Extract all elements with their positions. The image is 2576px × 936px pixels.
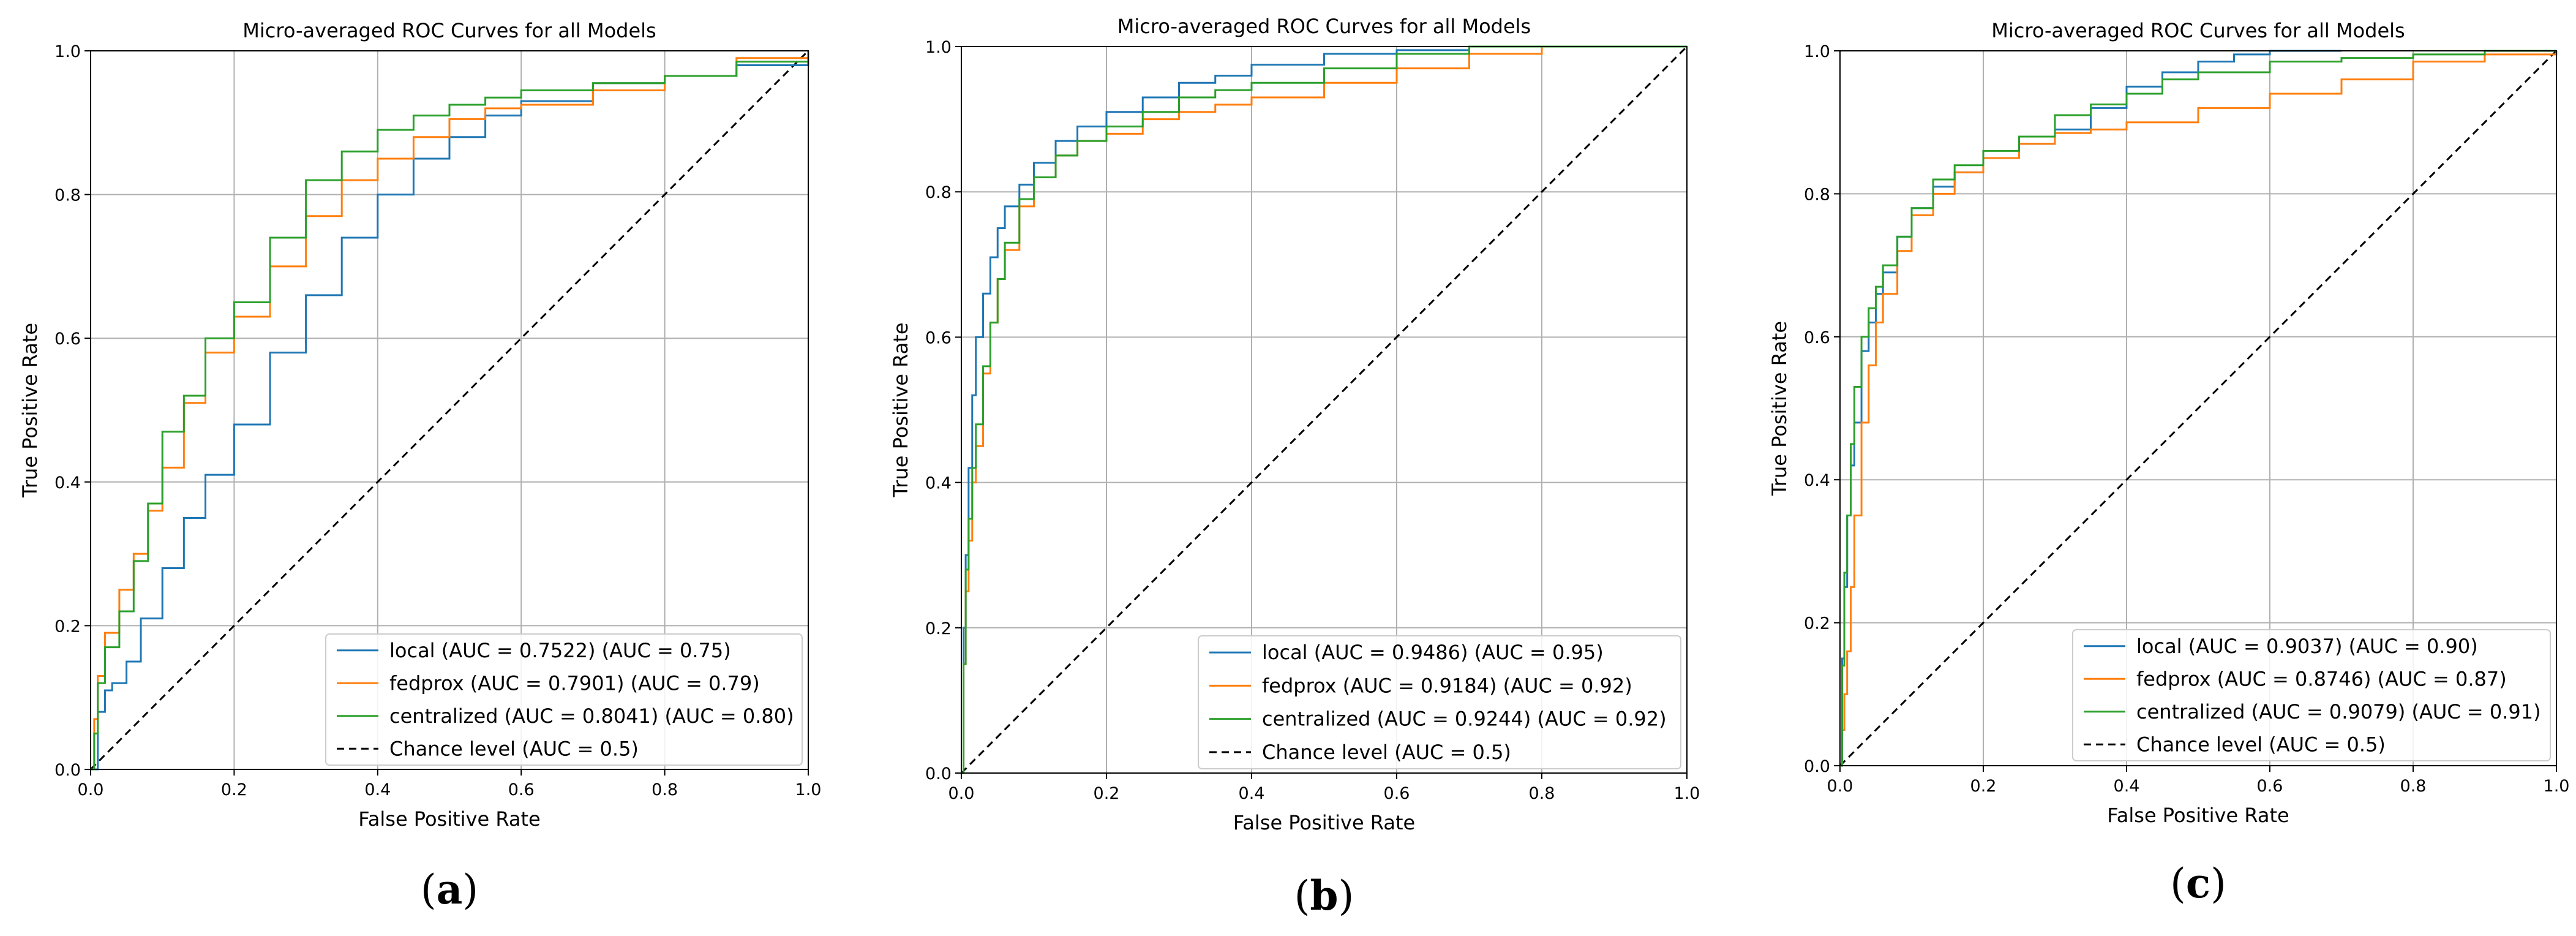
y-axis-label: True Positive Rate [1768,321,1791,496]
x-tick-label: 0.8 [1529,784,1555,803]
x-tick-label: 0.6 [1384,784,1410,803]
x-tick-label: 0.2 [1970,777,1997,796]
x-tick-label: 0.4 [364,780,391,799]
x-tick-label: 1.0 [2544,777,2570,796]
panel-c: Micro-averaged ROC Curves for all Models… [1768,19,2569,907]
series-line-chance [91,50,809,771]
x-axis-label: False Positive Rate [1233,811,1415,834]
legend-box [2072,629,2551,761]
y-tick-label: 0.2 [1804,614,1830,633]
legend: local (AUC = 0.9037) (AUC = 0.90) fedprox… [2072,629,2551,761]
x-tick-label: 0.2 [1094,784,1120,803]
legend: local (AUC = 0.9486) (AUC = 0.95) fedprox… [1198,635,1681,769]
plot-frame [90,50,809,770]
series-line-centralized [961,45,1687,774]
y-tick-label: 0.6 [54,330,81,349]
x-axis-label: False Positive Rate [358,807,540,831]
y-tick-label: 1.0 [1804,42,1830,61]
x-tick-label: 0.4 [1239,784,1265,803]
panel-b: Micro-averaged ROC Curves for all Models… [889,15,1700,919]
x-tick-label: 1.0 [795,780,822,799]
x-tick-label: 0.4 [2114,777,2140,796]
x-tick-label: 0.0 [1827,777,1853,796]
legend-box [325,633,803,766]
y-tick-label: 0.4 [925,474,952,493]
y-tick-label: 0.4 [54,474,81,493]
x-tick-label: 0.2 [221,780,247,799]
legend-label-local: local (AUC = 0.7522) (AUC = 0.75) [389,639,731,662]
y-tick-label: 0.0 [925,764,952,783]
chart-title: Micro-averaged ROC Curves for all Models [1991,19,2405,42]
x-axis-label: False Positive Rate [2107,804,2289,827]
series-group [91,50,809,771]
legend-label-chance: Chance level (AUC = 0.5) [2136,733,2386,756]
chart-title: Micro-averaged ROC Curves for all Models [242,19,656,42]
legend-label-fedprox: fedprox (AUC = 0.9184) (AUC = 0.92) [1262,674,1632,697]
chart-title: Micro-averaged ROC Curves for all Models [1117,15,1531,38]
legend-box [1198,635,1681,769]
plot-frame [961,46,1688,774]
legend-label-centralized: centralized (AUC = 0.8041) (AUC = 0.80) [389,704,794,728]
x-tick-label: 0.8 [2400,777,2427,796]
x-tick-label: 0.6 [508,780,535,799]
panel-caption: (c) [2170,859,2226,907]
y-tick-label: 0.2 [54,617,81,636]
x-tick-label: 0.0 [948,784,975,803]
y-tick-label: 0.8 [54,186,81,205]
y-tick-label: 0.8 [925,183,952,202]
series-line-centralized [1840,50,2556,767]
y-axis-label: True Positive Rate [18,323,42,498]
series-group [961,45,1688,774]
x-tick-label: 0.0 [78,780,104,799]
x-tick-label: 0.6 [2257,777,2283,796]
panel-caption: (b) [1294,872,1354,919]
series-line-chance [1840,50,2558,767]
legend-label-centralized: centralized (AUC = 0.9244) (AUC = 0.92) [1262,708,1667,731]
legend-label-local: local (AUC = 0.9486) (AUC = 0.95) [1262,641,1604,664]
y-tick-label: 0.8 [1804,185,1830,204]
y-tick-label: 1.0 [54,42,81,61]
y-tick-label: 0.2 [925,619,952,638]
y-tick-label: 0.6 [925,328,952,347]
legend-label-local: local (AUC = 0.9037) (AUC = 0.90) [2136,635,2478,658]
y-tick-label: 0.0 [54,761,81,780]
legend-label-fedprox: fedprox (AUC = 0.8746) (AUC = 0.87) [2136,667,2507,690]
y-tick-label: 0.4 [1804,471,1830,490]
series-line-local [961,45,1687,774]
panel-caption: (a) [421,866,478,913]
panel-a: Micro-averaged ROC Curves for all Models… [18,19,821,913]
y-axis-label: True Positive Rate [889,322,912,497]
y-tick-label: 0.6 [1804,328,1830,347]
x-tick-label: 1.0 [1674,784,1700,803]
legend: local (AUC = 0.7522) (AUC = 0.75) fedprox… [325,633,803,766]
legend-label-chance: Chance level (AUC = 0.5) [1262,741,1511,764]
legend-label-chance: Chance level (AUC = 0.5) [389,737,639,760]
legend-label-fedprox: fedprox (AUC = 0.7901) (AUC = 0.79) [389,671,760,695]
y-tick-label: 0.0 [1804,757,1830,776]
y-tick-label: 1.0 [925,38,952,57]
plot-frame [1839,50,2557,766]
series-line-centralized [91,51,809,771]
legend-label-centralized: centralized (AUC = 0.9079) (AUC = 0.91) [2136,700,2541,723]
x-tick-label: 0.8 [652,780,678,799]
series-group [1840,50,2558,767]
